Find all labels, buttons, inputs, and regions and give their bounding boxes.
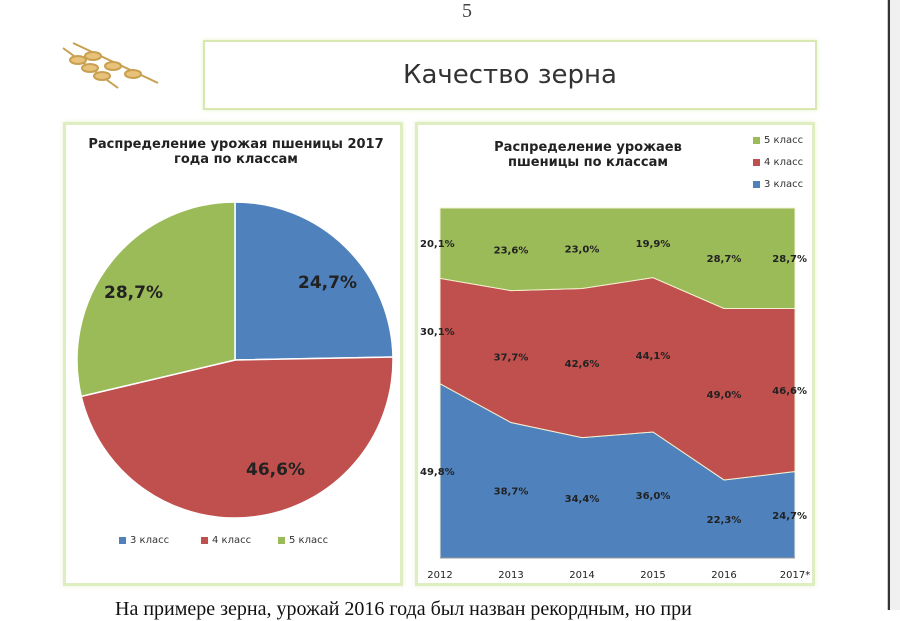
stacked-area-chart: 49,8% 38,7% 34,4% 36,0% 22,3% 24,7% 30,1% 37,7%… <box>420 207 810 581</box>
data-label: 20,1% <box>420 239 455 250</box>
data-label: 49,0% <box>707 390 742 401</box>
legend-swatch <box>753 181 760 188</box>
legend-swatch <box>753 137 760 144</box>
legend-item-class5: 5 класс <box>278 535 328 546</box>
area-chart-title: Распределение урожаев пшеницы по классам <box>494 140 682 170</box>
data-label: 28,7% <box>707 254 742 265</box>
legend-swatch <box>201 537 208 544</box>
legend-swatch <box>753 159 760 166</box>
data-label: 37,7% <box>494 353 529 364</box>
data-label: 24,7% <box>772 511 807 522</box>
data-label: 42,6% <box>565 359 600 370</box>
legend-label: 4 класс <box>764 157 804 168</box>
wheat-icon <box>62 42 159 89</box>
legend-label: 5 класс <box>289 535 329 546</box>
data-label: 46,6% <box>772 386 807 397</box>
legend-item-class3: 3 класс <box>119 535 169 546</box>
scrollbar[interactable] <box>887 0 900 610</box>
data-label: 28,7% <box>772 254 807 265</box>
legend-item-class4: 4 класс <box>753 157 803 168</box>
data-label: 23,0% <box>565 244 600 255</box>
pie-chart-panel: Распределение урожая пшеницы 2017 года п… <box>63 122 403 586</box>
data-label: 34,4% <box>565 494 600 505</box>
pie-slice-3-класс <box>234 201 394 361</box>
x-tick-label: 2013 <box>498 570 523 581</box>
pie-chart-title: Распределение урожая пшеницы 2017 года п… <box>88 137 384 167</box>
data-label: 49,8% <box>420 467 455 478</box>
pie-label-class3: 24,7% <box>298 273 357 293</box>
legend-item-class5: 5 класс <box>753 135 803 146</box>
data-label: 38,7% <box>494 486 529 497</box>
data-label: 19,9% <box>636 239 671 250</box>
pie-label-class5: 28,7% <box>104 283 163 303</box>
pie-slice-5-класс <box>76 201 236 398</box>
x-tick-label: 2017* <box>780 570 810 581</box>
data-label: 36,0% <box>636 491 671 502</box>
area-chart-panel: Распределение урожаев пшеницы по классам… <box>415 122 815 586</box>
legend-label: 4 класс <box>212 535 252 546</box>
area-series-5-класс <box>439 207 796 309</box>
data-label: 22,3% <box>707 515 742 526</box>
pie-label-class4: 46,6% <box>246 460 305 480</box>
pie-chart <box>76 201 394 519</box>
legend-swatch <box>278 537 285 544</box>
legend-swatch <box>119 537 126 544</box>
data-label: 23,6% <box>494 245 529 256</box>
data-label: 44,1% <box>636 351 671 362</box>
x-tick-label: 2015 <box>640 570 665 581</box>
legend-label: 5 класс <box>764 135 804 146</box>
page-number: 5 <box>462 0 472 22</box>
legend-label: 3 класс <box>764 179 804 190</box>
pie-slice-4-класс <box>80 356 394 519</box>
legend-label: 3 класс <box>130 535 170 546</box>
x-tick-label: 2014 <box>569 570 594 581</box>
x-tick-label: 2012 <box>427 570 452 581</box>
legend-item-class3: 3 класс <box>753 179 803 190</box>
legend-item-class4: 4 класс <box>201 535 251 546</box>
section-title: Качество зерна <box>203 40 817 110</box>
data-label: 30,1% <box>420 327 455 338</box>
x-tick-label: 2016 <box>711 570 736 581</box>
